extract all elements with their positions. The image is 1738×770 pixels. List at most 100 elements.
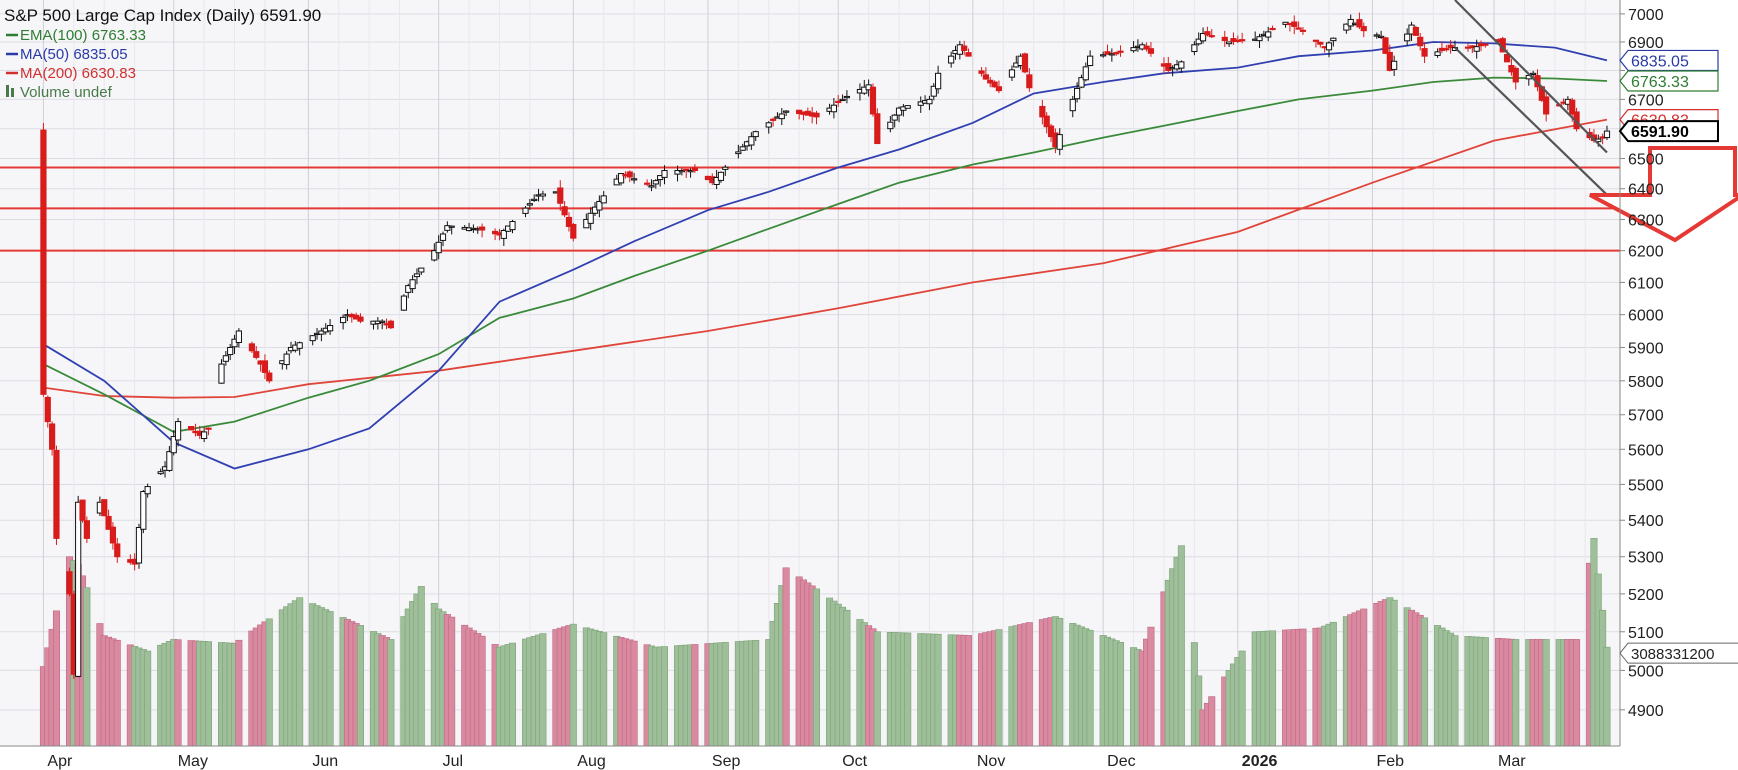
candle-body	[565, 216, 573, 227]
candle-body	[835, 100, 842, 104]
candle-body	[1256, 36, 1263, 42]
candle-body	[1434, 51, 1441, 56]
candle-body	[283, 353, 290, 366]
candle-body	[1360, 26, 1367, 32]
volume-tag-box	[1619, 642, 1738, 664]
x-tick-label: Dec	[1107, 753, 1135, 770]
y-tick-label: 6000	[1628, 308, 1664, 325]
candle-body	[296, 342, 303, 349]
candle-body	[935, 72, 942, 90]
volume-bar	[1481, 637, 1489, 747]
y-tick-label: 6100	[1628, 275, 1664, 292]
channel-line	[1454, 0, 1608, 154]
volume-bar	[113, 639, 121, 747]
candle-body	[1191, 44, 1198, 53]
candle-body	[1239, 39, 1246, 42]
candle-body	[1265, 31, 1272, 38]
candle-body	[1117, 50, 1124, 53]
candle-body	[631, 178, 638, 181]
candle-body	[75, 501, 82, 677]
candle-body	[674, 170, 681, 175]
value-tag-box	[1619, 49, 1719, 72]
legend-label: MA(200) 6630.83	[20, 65, 136, 82]
y-tick-label: 5300	[1628, 550, 1664, 567]
candle-body	[318, 330, 325, 335]
candle-body	[500, 230, 507, 239]
x-tick-label: Jul	[443, 753, 463, 770]
candle-body	[596, 200, 603, 211]
candle-body	[1043, 115, 1050, 128]
candle-body	[1295, 27, 1302, 30]
legend-swatch	[11, 88, 14, 97]
volume-bar	[1269, 630, 1277, 747]
candle-body	[1143, 45, 1150, 50]
candle-body	[101, 499, 108, 517]
volume-bar	[1329, 621, 1337, 747]
candle-body	[739, 146, 746, 151]
candle-body	[53, 449, 60, 539]
candle-body	[735, 151, 742, 155]
candle-body	[1412, 26, 1419, 36]
candle-body	[961, 45, 968, 51]
volume-bar	[539, 633, 547, 747]
candle-body	[1104, 51, 1111, 55]
y-tick-label: 6700	[1628, 92, 1664, 109]
legend-label: Volume undef	[20, 84, 113, 101]
value-tag-label: 6591.90	[1631, 124, 1689, 141]
candle-body	[769, 118, 777, 121]
volume-bars	[39, 538, 1611, 747]
volume-bar	[1299, 628, 1307, 747]
candle-body	[713, 176, 720, 185]
y-tick-label: 6400	[1628, 182, 1664, 199]
value-tag: 6591.90	[1618, 120, 1719, 143]
value-tag-label: 6835.05	[1631, 53, 1689, 70]
candle-body	[1147, 48, 1155, 54]
candle-body	[1317, 41, 1324, 45]
candle-body	[309, 335, 316, 342]
y-tick-label: 5100	[1628, 625, 1664, 642]
volume-bar	[144, 650, 152, 747]
chart-title: S&P 500 Large Cap Index (Daily) 6591.90	[4, 6, 321, 25]
volume-bar	[1512, 639, 1520, 747]
candle-body	[1199, 32, 1207, 42]
candle-body	[1026, 74, 1033, 89]
candle-body	[978, 70, 985, 74]
candle-body	[661, 170, 668, 178]
candle-body	[222, 355, 229, 362]
candle-body	[1021, 53, 1029, 73]
candle-body	[691, 167, 699, 172]
volume-bar	[1573, 639, 1581, 747]
candle-body	[1378, 35, 1385, 39]
candle-body	[1404, 33, 1411, 42]
candle-body	[587, 212, 594, 224]
candle-body	[227, 346, 234, 356]
x-tick-label: May	[178, 753, 208, 770]
volume-bar	[387, 639, 395, 747]
candle-body	[509, 221, 516, 231]
volume-bar	[934, 633, 942, 747]
candle-body	[1056, 134, 1063, 150]
volume-bar	[448, 616, 456, 747]
y-tick-label: 7000	[1628, 7, 1664, 24]
candle-body	[140, 491, 147, 530]
candle-body	[418, 267, 425, 273]
volume-bar	[661, 646, 669, 747]
y-tick-label: 5400	[1628, 513, 1664, 530]
volume-bar	[569, 623, 577, 747]
candle-body	[1447, 44, 1454, 49]
volume-bar	[1238, 650, 1246, 747]
volume-bar	[1147, 626, 1155, 747]
volume-bar	[1390, 599, 1398, 747]
candle-body	[531, 198, 538, 201]
candle-body	[1482, 43, 1489, 46]
candle-body	[722, 166, 729, 170]
volume-bar	[1360, 608, 1368, 747]
volume-bar	[1451, 635, 1459, 747]
volume-bar	[1117, 642, 1125, 747]
volume-bar	[1542, 639, 1550, 747]
candle-body	[683, 168, 690, 172]
moving-averages	[42, 41, 1608, 470]
candle-body	[522, 207, 529, 214]
